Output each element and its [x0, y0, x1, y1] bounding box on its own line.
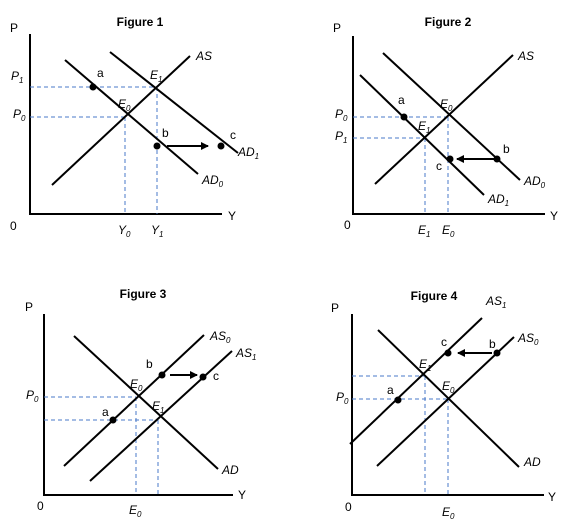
figure-1-point-c — [217, 142, 225, 150]
figure-4-label-e1: E1 — [419, 357, 431, 373]
figure-1-y-axis-label: P — [10, 21, 18, 35]
figure-1-tick-p1: P1 — [11, 69, 23, 85]
figure-1-ad0-curve — [64, 59, 199, 175]
figure-2-ad1-curve — [359, 74, 485, 196]
figure-2-y-axis-label: P — [333, 21, 341, 35]
figure-3-label-a: a — [102, 405, 109, 419]
figure-4-point-c — [444, 349, 452, 357]
figure-1-label-as: AS — [195, 49, 212, 63]
figure-1-axes — [29, 34, 222, 215]
figure-3-origin-label: 0 — [37, 499, 44, 513]
figure-1-label-e1: E1 — [150, 68, 162, 84]
figure-2-as-curve — [374, 54, 514, 185]
figure-3-point-b — [158, 371, 166, 379]
figure-2-label-b: b — [503, 142, 510, 156]
figure-4-as1-curve — [349, 317, 483, 445]
figure-1-as-curve — [51, 55, 191, 186]
figure-3-tick-p0: P0 — [26, 388, 39, 404]
figure-1-label-ad1: AD1 — [237, 145, 259, 161]
figure-3-label-e1: E1 — [152, 399, 164, 415]
figure-1-origin-label: 0 — [10, 219, 17, 233]
figure-4-label-a: a — [387, 383, 394, 397]
figure-2-label-e0: E0 — [440, 97, 453, 113]
figure-3-as0-curve — [63, 334, 205, 467]
figure-4-tick-p0: P0 — [336, 390, 349, 406]
figure-1-x-axis-label: Y — [228, 209, 236, 223]
figure-2-label-ad0: AD0 — [523, 174, 546, 190]
figure-2-axes — [352, 36, 545, 215]
figure-4-y-axis-label: P — [331, 301, 339, 315]
figure-2-origin-label: 0 — [344, 218, 351, 232]
figure-4-axes — [351, 314, 544, 496]
figure-4-point-b — [493, 349, 501, 357]
figure-3-tick-e0: E0 — [129, 503, 142, 519]
figure-4-tick-e0: E0 — [442, 505, 455, 521]
figure-3: Figure 3 P 0 Y a b c AS0 AS1 AD E0 E1 P0… — [25, 287, 256, 519]
figure-4-title: Figure 4 — [411, 289, 458, 303]
figure-3-point-c — [199, 373, 207, 381]
figure-4-x-axis-label: Y — [548, 490, 556, 504]
figure-3-label-ad: AD — [221, 463, 239, 477]
figure-3-y-axis-label: P — [25, 300, 33, 314]
figure-2-point-a — [400, 113, 408, 121]
figure-2-point-b — [493, 155, 501, 163]
figure-4-label-as1: AS1 — [485, 294, 506, 310]
figure-3-label-b: b — [146, 357, 153, 371]
figure-1-point-a — [89, 83, 97, 91]
figure-3-title: Figure 3 — [120, 287, 167, 301]
figure-4-as0-curve — [376, 336, 515, 467]
figure-4-label-b: b — [489, 337, 496, 351]
figure-4-label-c: c — [441, 335, 447, 349]
figure-2-label-ad1: AD1 — [487, 192, 509, 208]
figure-1-ad1-curve — [109, 51, 239, 154]
figure-2-label-as: AS — [517, 49, 534, 63]
figure-1-tick-y1: Y1 — [151, 223, 163, 239]
figure-2-label-a: a — [398, 93, 405, 107]
figure-4-point-a — [394, 396, 402, 404]
figure-4-ad-curve — [377, 329, 520, 468]
figure-4-label-as0: AS0 — [517, 331, 539, 347]
figure-1-tick-p0: P0 — [13, 107, 26, 123]
figure-3-label-e0: E0 — [130, 377, 143, 393]
figure-3-ad-curve — [73, 335, 219, 470]
figure-1-label-ad0: AD0 — [201, 173, 224, 189]
figure-3-label-as0: AS0 — [209, 329, 231, 345]
figure-2-x-axis-label: Y — [550, 209, 558, 223]
figure-3-x-axis-label: Y — [238, 488, 246, 502]
figure-2-label-c: c — [436, 159, 442, 173]
figure-1-point-b — [153, 142, 161, 150]
figure-3-point-a — [109, 416, 117, 424]
figure-4-label-e0: E0 — [442, 379, 455, 395]
figure-2-label-e1: E1 — [418, 119, 430, 135]
figure-4-label-ad: AD — [523, 455, 541, 469]
figure-4-origin-label: 0 — [345, 500, 352, 514]
figure-1-label-c: c — [230, 128, 236, 142]
figure-2-point-c — [446, 155, 454, 163]
figure-2-tick-p1: P1 — [335, 129, 347, 145]
figure-2: Figure 2 P 0 Y a b c AS AD0 AD1 E0 E1 P0… — [333, 15, 558, 239]
figure-1-label-e0: E0 — [118, 97, 131, 113]
figure-1-title: Figure 1 — [117, 15, 164, 29]
figure-1-label-b: b — [162, 126, 169, 140]
figure-1: Figure 1 P 0 Y a b c AS AD1 AD0 E1 E0 P1… — [10, 15, 259, 239]
figure-2-tick-e0: E0 — [442, 223, 455, 239]
figure-1-tick-y0: Y0 — [118, 223, 131, 239]
figure-3-axes — [43, 314, 233, 496]
figure-2-tick-p0: P0 — [335, 107, 348, 123]
figure-2-tick-e1: E1 — [418, 223, 430, 239]
figure-2-title: Figure 2 — [425, 15, 472, 29]
figure-3-label-as1: AS1 — [235, 346, 256, 362]
figure-4: Figure 4 P 0 Y a b c AS1 AS0 AD E1 E0 P0… — [331, 289, 556, 521]
figure-1-label-a: a — [97, 66, 104, 80]
figure-3-label-c: c — [213, 369, 219, 383]
